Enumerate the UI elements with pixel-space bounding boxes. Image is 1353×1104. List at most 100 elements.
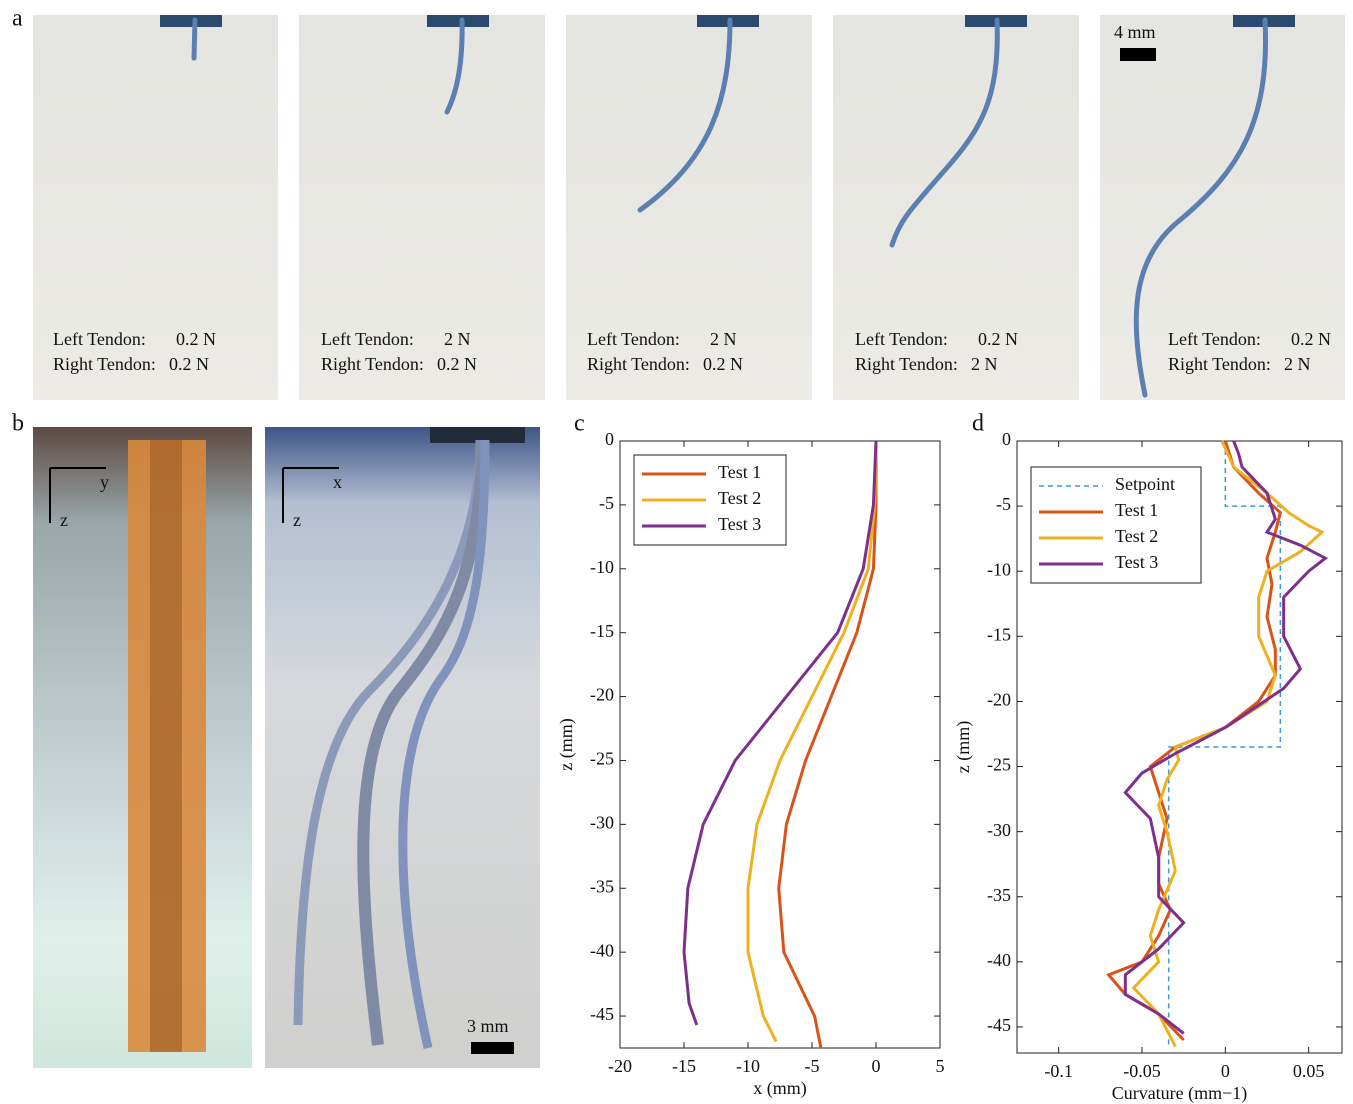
y-tick-label: -15 xyxy=(590,621,614,641)
y-tick-label: -20 xyxy=(590,685,614,705)
tendon xyxy=(293,439,485,1026)
tendon-label: Left Tendon: xyxy=(1168,329,1261,349)
y-tick-label: -10 xyxy=(590,557,614,577)
x-tick-label: 5 xyxy=(936,1056,945,1076)
x-tick-label: 0 xyxy=(1221,1061,1230,1081)
tendon-label: Left Tendon: xyxy=(321,329,414,349)
y-axis-label: z (mm) xyxy=(953,721,974,773)
tendon-force: 0.2 N xyxy=(437,354,477,374)
x-tick-label: -0.05 xyxy=(1123,1061,1161,1081)
tendon-force: 0.2 N xyxy=(1291,329,1331,349)
tendon xyxy=(637,17,733,213)
tendon-force: 0.2 N xyxy=(176,329,216,349)
scale-bar xyxy=(1120,48,1156,61)
tendon-force: 2 N xyxy=(444,329,471,349)
legend-label: Test 3 xyxy=(718,514,761,534)
tendon-label: Right Tendon: xyxy=(53,354,156,374)
axis-glyph-label: x xyxy=(333,472,342,492)
legend-label: Test 2 xyxy=(1115,526,1158,546)
x-tick-label: 0.05 xyxy=(1293,1061,1325,1081)
axis-glyph-label: z xyxy=(293,510,301,530)
series-line xyxy=(777,441,878,1049)
legend-label: Setpoint xyxy=(1115,474,1175,494)
y-tick-label: -20 xyxy=(987,690,1011,710)
tendon-label: Right Tendon: xyxy=(855,354,958,374)
photo xyxy=(1100,15,1345,400)
panel-label: d xyxy=(972,411,984,437)
tendon-force: 0.2 N xyxy=(169,354,209,374)
legend-label: Test 1 xyxy=(1115,500,1158,520)
y-axis-label: z (mm) xyxy=(556,718,577,770)
panel-label: c xyxy=(574,411,585,437)
tendon-label: Left Tendon: xyxy=(587,329,680,349)
tendon-label: Left Tendon: xyxy=(53,329,146,349)
legend-label: Test 3 xyxy=(1115,552,1158,572)
tendon-force: 2 N xyxy=(710,329,737,349)
panel-a-photos xyxy=(33,15,1345,400)
x-axis-label: x (mm) xyxy=(753,1078,807,1099)
axes-glyph xyxy=(49,467,339,523)
y-tick-label: -5 xyxy=(599,493,614,513)
tendon-label: Right Tendon: xyxy=(1168,354,1271,374)
y-tick-label: -40 xyxy=(987,950,1011,970)
tendon-force: 0.2 N xyxy=(978,329,1018,349)
tendon xyxy=(398,439,490,1049)
series-line xyxy=(1167,441,1282,1047)
tendon xyxy=(1133,17,1269,398)
y-tick-label: -10 xyxy=(987,559,1011,579)
tendon xyxy=(889,17,1000,248)
y-tick-label: -25 xyxy=(987,755,1011,775)
y-tick-label: -45 xyxy=(987,1015,1011,1035)
y-tick-label: -45 xyxy=(590,1004,614,1024)
holder xyxy=(427,15,489,27)
panel-label: a xyxy=(12,6,23,32)
photo xyxy=(833,15,1079,400)
series-line xyxy=(682,440,878,1026)
x-tick-label: -20 xyxy=(608,1056,632,1076)
panel-b-photos xyxy=(33,427,540,1068)
panel-label: b xyxy=(12,411,24,437)
y-tick-label: -40 xyxy=(590,940,614,960)
tendon-force: 2 N xyxy=(1284,354,1311,374)
tendon-force: 2 N xyxy=(971,354,998,374)
x-tick-label: -10 xyxy=(736,1056,760,1076)
tendon xyxy=(191,17,198,61)
tendon-label: Left Tendon: xyxy=(855,329,948,349)
series-line xyxy=(746,440,878,1043)
scale-label: 4 mm xyxy=(1114,22,1156,42)
y-tick-label: 0 xyxy=(605,429,614,449)
photo xyxy=(566,15,812,400)
tendon xyxy=(357,439,488,1046)
legend-label: Test 1 xyxy=(718,462,761,482)
tendon-label: Right Tendon: xyxy=(321,354,424,374)
y-tick-label: -25 xyxy=(590,749,614,769)
holder xyxy=(430,427,525,443)
strip-core xyxy=(150,440,182,1052)
photo xyxy=(33,15,278,400)
x-tick-label: -5 xyxy=(805,1056,820,1076)
y-tick-label: -30 xyxy=(590,812,614,832)
x-tick-label: 0 xyxy=(872,1056,881,1076)
axis-glyph-label: z xyxy=(60,510,68,530)
photo xyxy=(265,427,540,1068)
scale-label: 3 mm xyxy=(467,1016,509,1036)
y-tick-label: -5 xyxy=(996,494,1011,514)
series-line xyxy=(1123,440,1329,1035)
x-tick-label: -0.1 xyxy=(1044,1061,1073,1081)
legend-label: Test 2 xyxy=(718,488,761,508)
tendon xyxy=(444,17,465,115)
axis-glyph-label: y xyxy=(100,472,109,492)
y-tick-label: -15 xyxy=(987,624,1011,644)
holder xyxy=(160,15,222,27)
photo xyxy=(299,15,545,400)
tendon-label: Right Tendon: xyxy=(587,354,690,374)
y-tick-label: -35 xyxy=(590,876,614,896)
tendon-force: 0.2 N xyxy=(703,354,743,374)
scale-bar xyxy=(471,1042,514,1054)
y-tick-label: -30 xyxy=(987,820,1011,840)
x-axis-label: Curvature (mm−1) xyxy=(1112,1083,1248,1104)
x-tick-label: -15 xyxy=(672,1056,696,1076)
y-tick-label: 0 xyxy=(1002,429,1011,449)
